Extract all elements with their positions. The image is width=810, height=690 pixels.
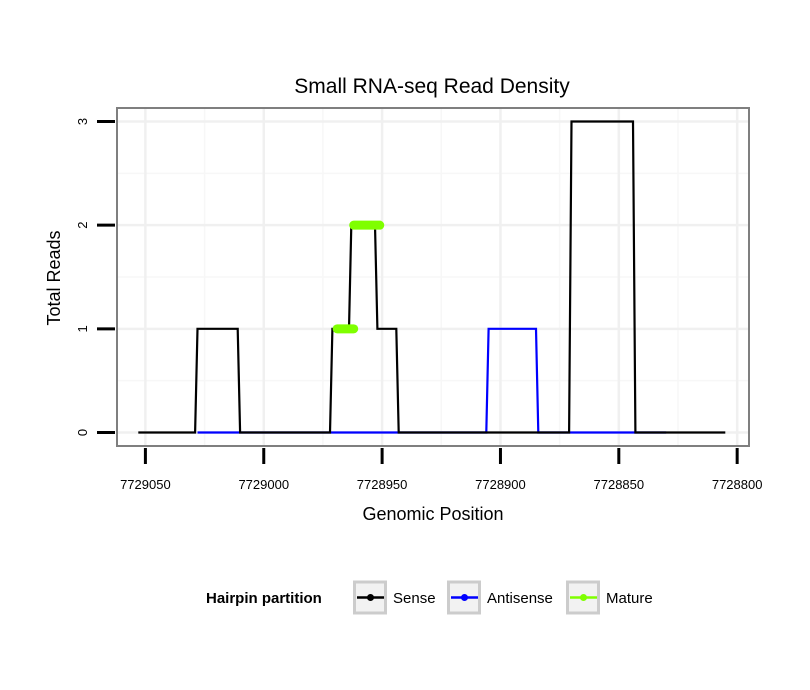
legend: Hairpin partition Sense Antisense Mature xyxy=(206,580,653,615)
x-tick-label: 7729000 xyxy=(238,477,289,492)
legend-dot-sense xyxy=(367,594,374,601)
x-tick-label: 7728800 xyxy=(712,477,763,492)
legend-label-mature: Mature xyxy=(606,590,653,607)
y-tick-label: 2 xyxy=(75,222,90,229)
legend-title: Hairpin partition xyxy=(206,590,322,607)
series-sense-line xyxy=(138,120,726,434)
x-tick-label: 7728900 xyxy=(475,477,526,492)
chart-title: Small RNA-seq Read Density xyxy=(294,75,570,98)
x-tick-label: 7728950 xyxy=(357,477,408,492)
legend-dot-antisense xyxy=(461,594,468,601)
legend-dot-mature xyxy=(580,594,587,601)
x-axis-title: Genomic Position xyxy=(362,504,503,524)
x-axis: 7729050 7729000 7728950 7728900 7728850 77288… xyxy=(120,448,762,492)
data-series xyxy=(138,120,726,434)
plot-border xyxy=(116,107,750,447)
y-tick-label: 1 xyxy=(75,325,90,332)
y-tick-label: 0 xyxy=(75,429,90,436)
y-tick-label: 3 xyxy=(75,118,90,125)
y-axis-title: Total Reads xyxy=(44,230,64,325)
y-axis: 0 1 2 3 xyxy=(75,118,115,436)
legend-label-sense: Sense xyxy=(393,590,436,607)
x-tick-label: 7729050 xyxy=(120,477,171,492)
x-tick-label: 7728850 xyxy=(594,477,645,492)
legend-label-antisense: Antisense xyxy=(487,590,553,607)
